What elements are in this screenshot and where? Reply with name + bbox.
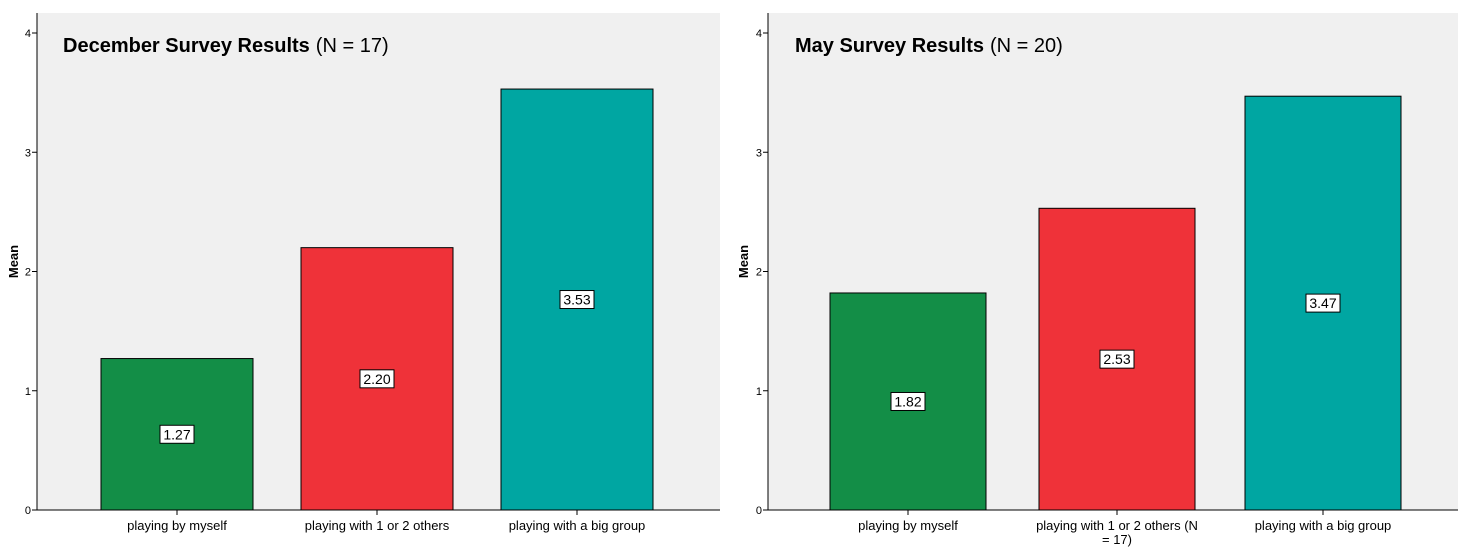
y-tick-label: 2 xyxy=(25,267,31,279)
december-chart-panel: 0 1 2 3 4 Mean December Survey Results (N = 17)… xyxy=(0,0,730,555)
y-tick-label: 4 xyxy=(25,28,31,40)
y-tick-label: 3 xyxy=(25,147,31,159)
chart-title: May Survey Results (N = 20) xyxy=(795,35,1063,57)
chart-title-main: December Survey Results xyxy=(63,35,310,57)
x-tick-label: playing with a big group xyxy=(1255,518,1392,533)
data-label: 1.27 xyxy=(163,426,190,442)
y-axis-label: Mean xyxy=(6,245,21,278)
may-bar-chart: 0 1 2 3 4 Mean May Survey Results (N = 20) 1.82 p… xyxy=(736,13,1458,547)
y-tick-label: 4 xyxy=(756,28,762,40)
data-label: 2.53 xyxy=(1103,351,1130,367)
data-label-box xyxy=(159,424,195,444)
chart-title: December Survey Results (N = 17) xyxy=(63,35,389,57)
data-label-box xyxy=(1099,349,1135,369)
y-tick-label: 0 xyxy=(756,505,762,517)
data-label-box xyxy=(559,290,595,310)
data-label: 1.82 xyxy=(894,393,921,409)
y-tick-label: 1 xyxy=(756,386,762,398)
x-tick-label: playing by myself xyxy=(858,518,958,533)
x-tick-label: playing with a big group xyxy=(509,518,646,533)
y-axis-label: Mean xyxy=(736,245,751,278)
data-label: 2.20 xyxy=(363,371,390,387)
may-chart-panel: 0 1 2 3 4 Mean May Survey Results (N = 20) 1.82 p… xyxy=(730,0,1468,555)
data-label-box xyxy=(359,369,395,389)
x-tick-label: playing with 1 or 2 others xyxy=(305,518,450,533)
data-label-box xyxy=(1305,293,1341,313)
data-label-box xyxy=(890,391,926,411)
chart-title-n: (N = 20) xyxy=(990,35,1063,57)
y-tick-label: 1 xyxy=(25,386,31,398)
y-tick-label: 0 xyxy=(25,505,31,517)
x-tick-label: playing by myself xyxy=(127,518,227,533)
y-tick-label: 2 xyxy=(756,267,762,279)
data-label: 3.47 xyxy=(1309,295,1336,311)
chart-title-main: May Survey Results xyxy=(795,35,984,57)
data-label: 3.53 xyxy=(563,292,590,308)
y-tick-label: 3 xyxy=(756,147,762,159)
december-bar-chart: 0 1 2 3 4 Mean December Survey Results (N = 17)… xyxy=(6,13,720,533)
chart-title-n: (N = 17) xyxy=(316,35,389,57)
x-tick-label: playing with 1 or 2 others (N = 17) xyxy=(1036,518,1198,547)
